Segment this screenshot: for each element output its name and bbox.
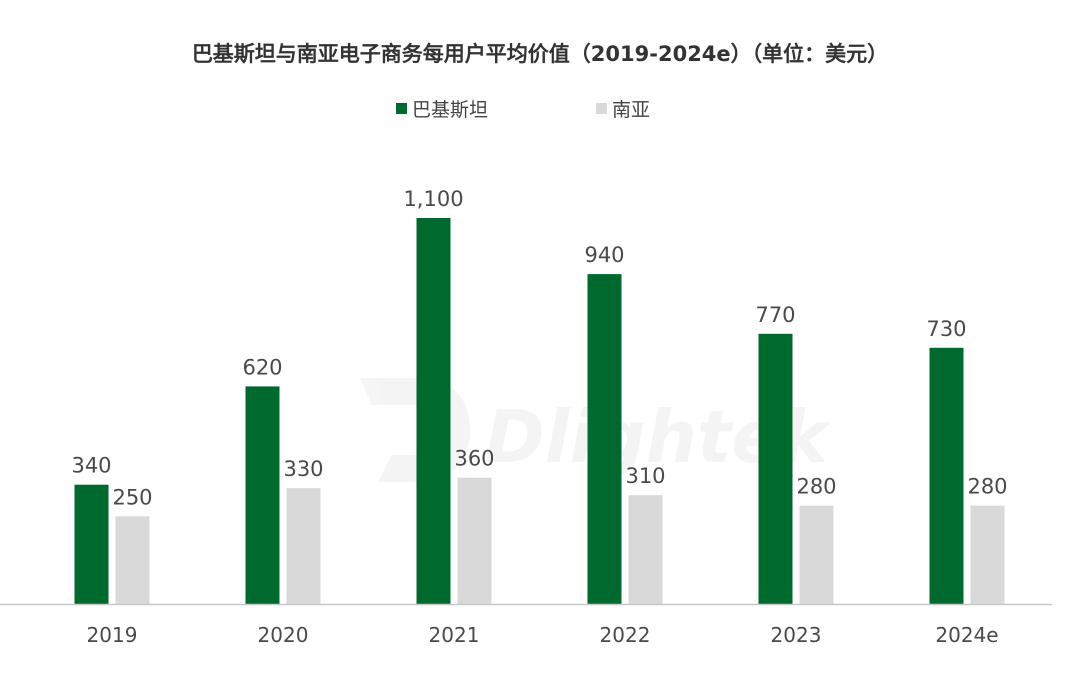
legend-label-2: 南亚 <box>612 99 650 121</box>
bar-2-2022 <box>628 495 663 604</box>
bars-group <box>74 218 1005 604</box>
data-label-1-2019: 340 <box>71 454 111 478</box>
x-tick-label-2019: 2019 <box>87 623 138 647</box>
x-tick-label-2023: 2023 <box>771 623 822 647</box>
data-label-2-2024e: 280 <box>967 475 1007 499</box>
data-label-1-2022: 940 <box>584 243 624 267</box>
chart-title: 巴基斯坦与南亚电子商务每用户平均价值（2019-2024e）（单位：美元） <box>192 42 888 66</box>
bar-1-2019 <box>74 484 109 604</box>
bar-2-2023 <box>799 505 834 604</box>
x-tick-label-2022: 2022 <box>600 623 651 647</box>
data-label-1-2023: 770 <box>755 303 795 327</box>
x-tick-label-2021: 2021 <box>429 623 480 647</box>
data-label-1-2024e: 730 <box>926 317 966 341</box>
bar-2-2024e <box>970 505 1005 604</box>
bar-1-2020 <box>245 386 280 604</box>
bar-2-2019 <box>115 516 150 604</box>
bar-2-2021 <box>457 477 492 604</box>
data-label-2-2019: 250 <box>112 485 152 509</box>
data-label-2-2023: 280 <box>796 475 836 499</box>
x-tick-labels-group: 2019 2020 2021 2022 2023 2024e <box>87 623 999 647</box>
legend-label-1: 巴基斯坦 <box>412 99 488 121</box>
bar-1-2023 <box>758 333 793 604</box>
data-label-2-2020: 330 <box>283 457 323 481</box>
legend: 巴基斯坦 南亚 <box>396 99 650 121</box>
x-tick-label-2024e: 2024e <box>935 623 998 647</box>
data-label-2-2021: 360 <box>454 447 494 471</box>
bar-2-2020 <box>286 488 321 604</box>
data-label-2-2022: 310 <box>625 464 665 488</box>
legend-swatch-2 <box>596 103 607 114</box>
x-tick-label-2020: 2020 <box>258 623 309 647</box>
bar-1-2021 <box>416 218 451 604</box>
data-label-1-2020: 620 <box>242 355 282 379</box>
bar-1-2022 <box>587 274 622 604</box>
legend-swatch-1 <box>396 103 407 114</box>
bar-1-2024e <box>929 347 964 604</box>
data-label-1-2021: 1,100 <box>403 187 463 211</box>
